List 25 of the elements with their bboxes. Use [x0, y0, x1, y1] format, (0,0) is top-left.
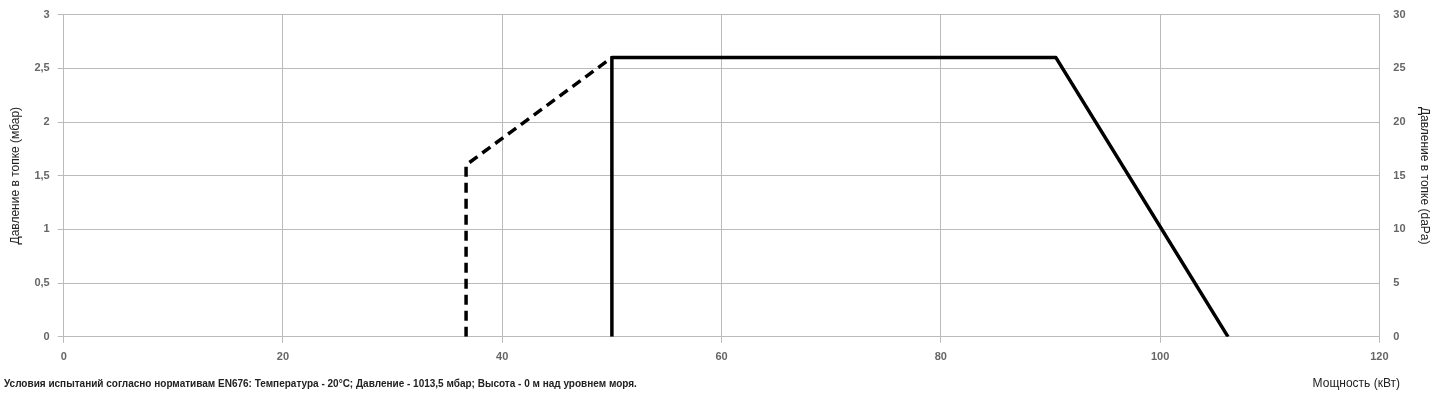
y2-axis-title: Давление в топке (daPa) — [1418, 106, 1433, 245]
y-tick-label: 2 — [43, 115, 50, 128]
y-tick-label: 0,5 — [34, 276, 50, 289]
y2-tick-label: 5 — [1393, 276, 1400, 289]
x-tick-label: 60 — [715, 350, 728, 363]
x-axis-title: Мощность (кВт) — [1312, 376, 1400, 390]
y2-tick-label: 15 — [1393, 168, 1406, 181]
y-axis-title: Давление в топке (мбар) — [7, 106, 22, 245]
x-tick-label: 120 — [1370, 350, 1389, 363]
x-tick-label: 40 — [496, 350, 509, 363]
x-tick-label: 20 — [276, 350, 290, 363]
y2-tick-label: 20 — [1393, 115, 1406, 128]
y2-tick-label: 10 — [1393, 222, 1406, 235]
text: Условия испытаний согласно нормативам EN676: Температура - 20°C; Давление - 1013,5 мбар; Высота - 0 м над уровнем моря. — [4, 378, 637, 389]
x-tick-label: 100 — [1150, 350, 1170, 363]
y2-tick-label: 25 — [1393, 61, 1406, 74]
y-tick-label: 1 — [43, 222, 50, 235]
y-tick-label: 3 — [43, 7, 50, 20]
x-tick-label: 0 — [60, 350, 67, 363]
y-tick-label: 0 — [43, 329, 50, 342]
y-tick-label: 2,5 — [34, 61, 50, 74]
x-tick-label: 80 — [934, 350, 947, 363]
y-tick-label: 1,5 — [34, 168, 50, 181]
y2-tick-label: 0 — [1393, 329, 1400, 342]
y2-tick-label: 30 — [1393, 7, 1406, 20]
